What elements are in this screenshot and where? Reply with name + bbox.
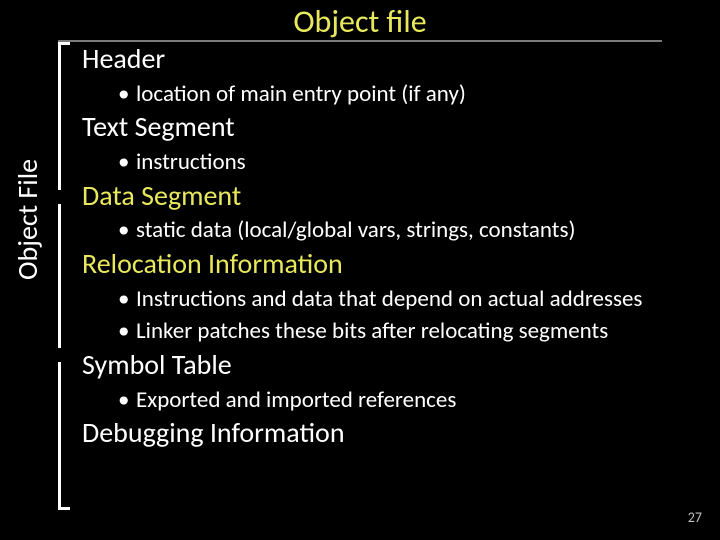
bullet-item: static data (local/global vars, strings,… <box>118 216 682 245</box>
section-heading-header: Header <box>82 42 682 76</box>
bracket-left <box>58 42 70 510</box>
section-heading-symbol-table: Symbol Table <box>82 348 682 382</box>
section-heading-debugging: Debugging Information <box>82 416 682 450</box>
slide: Object file Object File Header location … <box>0 0 720 540</box>
section-heading-data-segment: Data Segment <box>82 179 682 213</box>
page-number: 27 <box>688 509 702 526</box>
bullet-item: instructions <box>118 148 682 177</box>
section-heading-text-segment: Text Segment <box>82 110 682 144</box>
bullet-item: location of main entry point (if any) <box>118 80 682 109</box>
bullet-item: Linker patches these bits after relocati… <box>118 317 682 346</box>
content-area: Header location of main entry point (if … <box>82 40 682 450</box>
bracket-gap <box>56 348 62 362</box>
section-heading-relocation: Relocation Information <box>82 247 682 281</box>
bracket-gap <box>56 190 62 204</box>
side-label: Object File <box>10 159 45 280</box>
bullet-item: Exported and imported references <box>118 386 682 415</box>
bullet-item: Instructions and data that depend on act… <box>118 285 682 314</box>
slide-title: Object file <box>0 2 720 41</box>
